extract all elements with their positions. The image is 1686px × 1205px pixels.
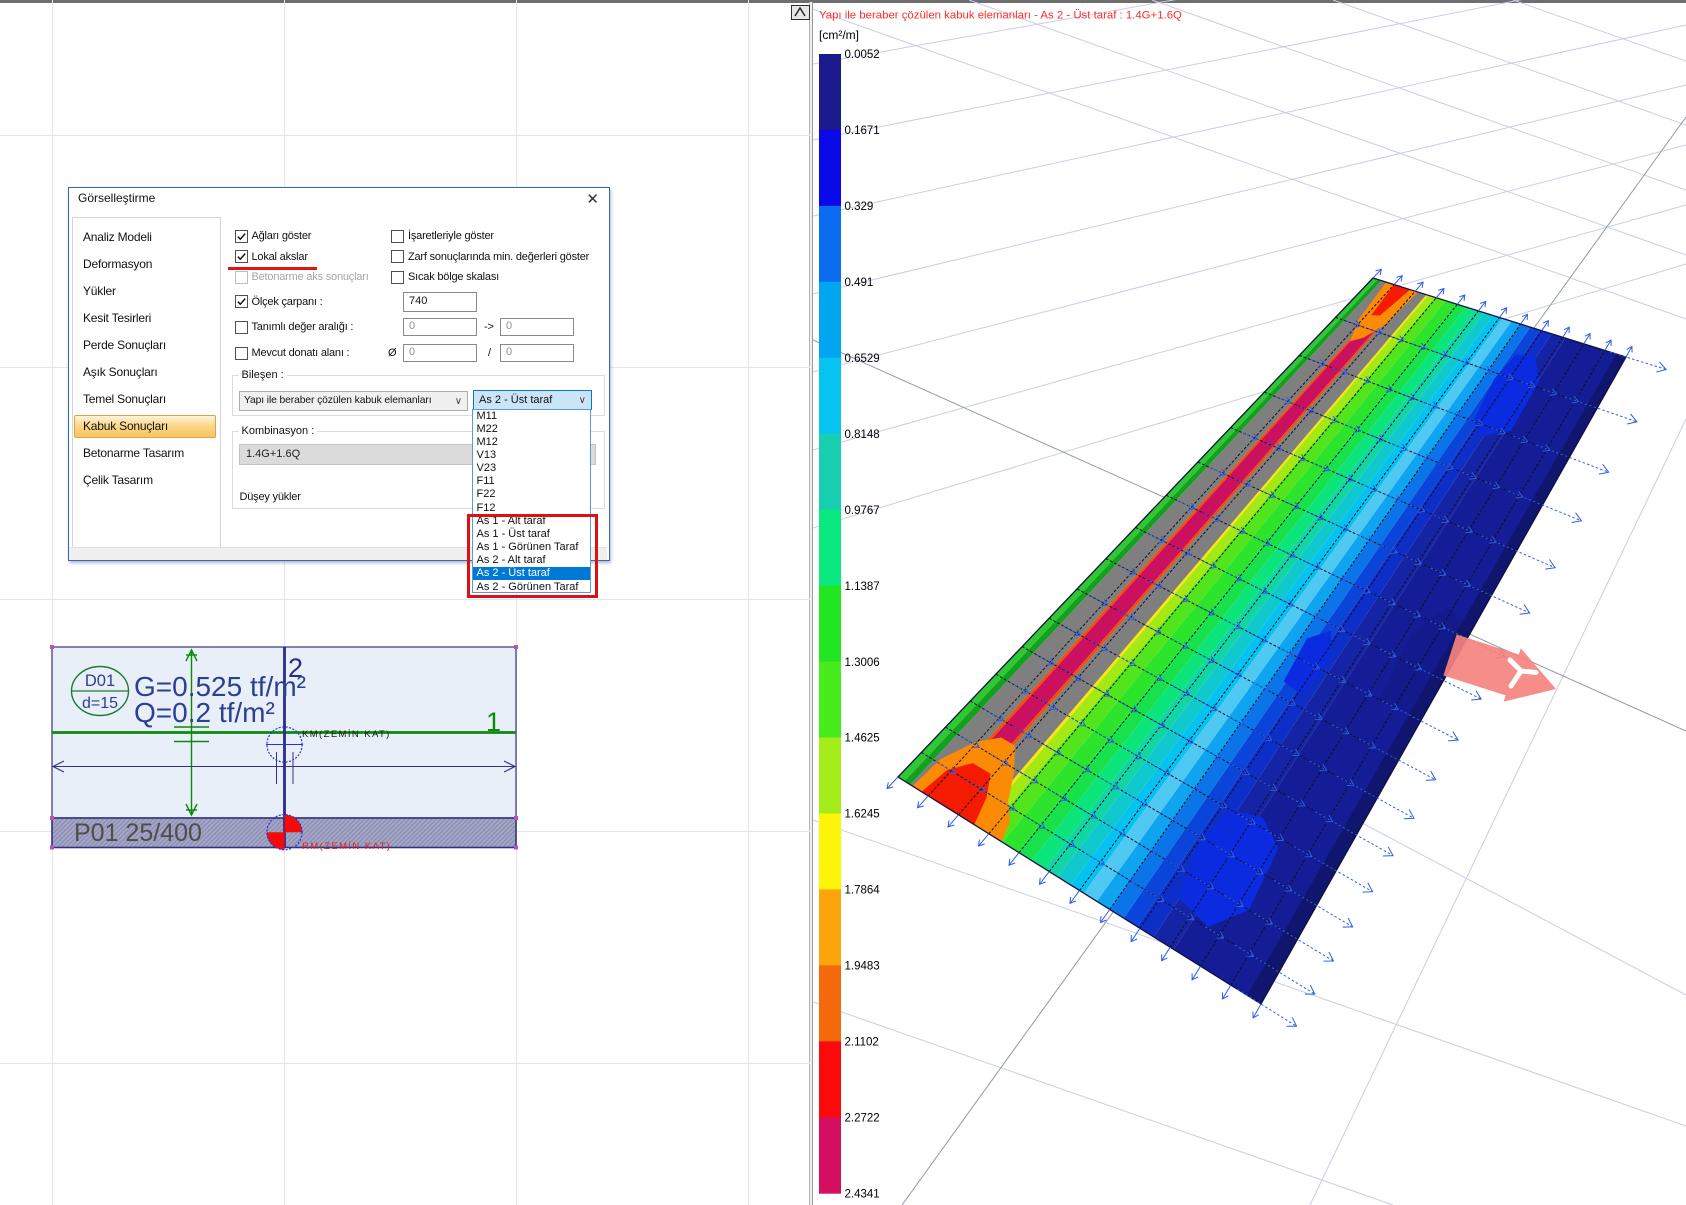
svg-text:0.0052: 0.0052 [845, 49, 880, 61]
svg-text:0.1671: 0.1671 [845, 125, 880, 137]
svg-text:KM(ZEMİN KAT): KM(ZEMİN KAT) [302, 729, 391, 740]
svg-text:0.9767: 0.9767 [845, 505, 880, 517]
svg-text:1.1387: 1.1387 [845, 581, 880, 593]
svg-text:D01: D01 [85, 672, 115, 690]
svg-text:Q=0.2 tf/m²: Q=0.2 tf/m² [134, 697, 275, 728]
svg-text:2.2722: 2.2722 [845, 1113, 880, 1125]
svg-text:1.3006: 1.3006 [845, 657, 880, 669]
svg-text:RM(ZEMİN KAT): RM(ZEMİN KAT) [302, 841, 391, 852]
svg-text:1.9483: 1.9483 [845, 961, 880, 973]
svg-text:1.4625: 1.4625 [845, 733, 880, 745]
svg-text:P01 25/400: P01 25/400 [74, 819, 202, 847]
svg-text:0.6529: 0.6529 [845, 353, 880, 365]
svg-text:[cm²/m]: [cm²/m] [819, 28, 859, 42]
svg-text:2.1102: 2.1102 [845, 1037, 879, 1049]
svg-text:Yapı ile beraber çözülen kabuk: Yapı ile beraber çözülen kabuk elemanlar… [819, 10, 1182, 22]
svg-text:1: 1 [486, 707, 501, 737]
svg-text:1.7864: 1.7864 [845, 885, 881, 897]
svg-text:0.8148: 0.8148 [845, 429, 880, 441]
svg-text:G=0.525 tf/m²: G=0.525 tf/m² [134, 671, 306, 702]
svg-text:0.491: 0.491 [845, 277, 874, 289]
svg-text:0.329: 0.329 [845, 201, 874, 213]
svg-text:2: 2 [288, 653, 303, 683]
svg-text:2.4341: 2.4341 [845, 1188, 880, 1200]
svg-text:1.6245: 1.6245 [845, 809, 880, 821]
svg-text:d=15: d=15 [82, 695, 118, 712]
